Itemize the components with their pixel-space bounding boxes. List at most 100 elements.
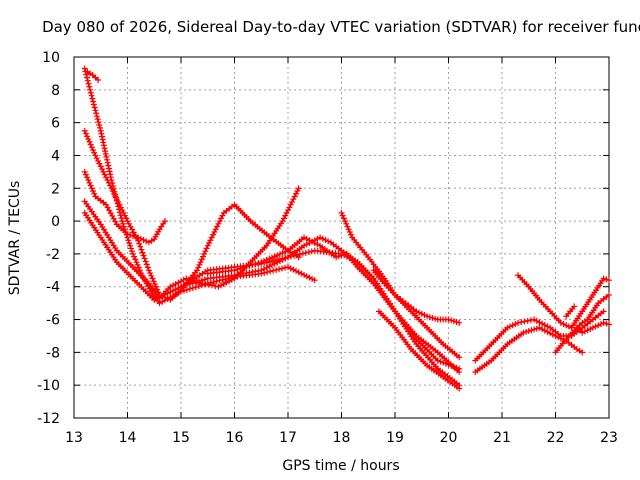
data-point-marker (295, 185, 302, 192)
x-tick-label: 22 (547, 430, 565, 446)
data-point-marker (276, 266, 283, 273)
data-point-marker (606, 291, 612, 298)
data-point-marker (346, 229, 353, 236)
data-point-marker (528, 327, 535, 334)
data-point-marker (108, 185, 115, 192)
data-point-marker (581, 328, 588, 335)
data-point-marker (92, 152, 99, 159)
data-series (81, 65, 612, 392)
data-point-marker (151, 280, 158, 287)
data-point-marker (85, 80, 92, 87)
data-point-marker (145, 267, 152, 274)
data-point-marker (142, 258, 149, 265)
data-point-marker (258, 267, 265, 274)
data-point-marker (523, 328, 530, 335)
data-point-marker (100, 139, 107, 146)
data-point-marker (219, 212, 226, 219)
data-point-marker (541, 322, 548, 329)
data-point-marker (533, 325, 540, 332)
data-point-marker (161, 291, 168, 298)
data-point-marker (524, 317, 531, 324)
data-point-marker (99, 166, 106, 173)
data-point-marker (306, 274, 313, 281)
data-point-marker (589, 324, 596, 331)
data-point-marker (198, 256, 205, 263)
data-point-marker (276, 251, 283, 258)
data-point-marker (303, 273, 310, 280)
x-tick-label: 20 (440, 430, 458, 446)
data-point-marker (87, 141, 94, 148)
data-point-marker (434, 357, 441, 364)
data-point-marker (111, 190, 118, 197)
data-point-marker (205, 281, 212, 288)
data-point-marker (343, 220, 350, 227)
data-point-marker (341, 251, 348, 258)
data-point-marker (153, 283, 160, 290)
series-satellite-15 (552, 319, 612, 356)
data-point-marker (507, 323, 514, 330)
data-point-marker (86, 83, 93, 90)
data-point-marker (92, 107, 99, 114)
x-tick-label: 17 (279, 430, 297, 446)
data-point-marker (214, 223, 221, 230)
data-point-marker (202, 248, 209, 255)
data-point-marker (274, 259, 281, 266)
data-point-marker (212, 283, 219, 290)
data-point-marker (100, 168, 107, 175)
data-point-marker (600, 275, 607, 282)
data-point-marker (93, 155, 100, 162)
data-point-marker (87, 182, 94, 189)
data-point-marker (207, 237, 214, 244)
data-point-marker (109, 188, 116, 195)
data-point-marker (140, 236, 147, 243)
data-point-marker (340, 215, 347, 222)
data-point-marker (597, 321, 604, 328)
data-point-marker (97, 163, 104, 170)
data-point-marker (82, 130, 89, 137)
data-point-marker (104, 156, 111, 163)
data-point-marker (119, 207, 126, 214)
data-point-marker (126, 239, 133, 246)
data-point-marker (151, 296, 158, 303)
data-point-marker (100, 142, 107, 149)
data-point-marker (143, 238, 150, 245)
data-point-marker (309, 275, 316, 282)
data-point-marker (135, 264, 142, 271)
data-point-marker (571, 303, 578, 310)
data-point-marker (317, 234, 324, 241)
data-point-marker (81, 127, 88, 134)
data-point-marker (442, 360, 449, 367)
data-point-marker (456, 365, 463, 372)
data-point-marker (298, 270, 305, 277)
data-point-marker (96, 124, 103, 131)
data-point-marker (258, 259, 265, 266)
y-axis-label: SDTVAR / TECUs (7, 181, 23, 296)
data-point-marker (105, 162, 112, 169)
data-point-marker (424, 313, 431, 320)
data-point-marker (195, 264, 202, 271)
data-point-marker (606, 321, 612, 328)
data-point-marker (116, 201, 123, 208)
data-point-marker (87, 86, 94, 93)
data-point-marker (509, 322, 516, 329)
data-point-marker (270, 267, 277, 274)
data-point-marker (91, 149, 98, 156)
data-point-marker (212, 226, 219, 233)
data-point-marker (305, 249, 312, 256)
data-point-marker (282, 248, 289, 255)
data-point-marker (552, 332, 559, 339)
data-point-marker (234, 266, 241, 273)
data-point-marker (531, 326, 538, 333)
data-point-marker (418, 310, 425, 317)
data-point-marker (148, 272, 155, 279)
data-point-marker (94, 116, 101, 123)
series-satellite-4 (81, 168, 168, 246)
y-tick-label: -4 (46, 280, 60, 296)
data-point-marker (150, 278, 157, 285)
data-point-marker (95, 157, 102, 164)
data-point-marker (314, 235, 321, 242)
data-point-marker (335, 253, 342, 260)
y-tick-label: -2 (46, 247, 60, 263)
data-point-marker (237, 265, 244, 272)
data-point-marker (450, 318, 457, 325)
